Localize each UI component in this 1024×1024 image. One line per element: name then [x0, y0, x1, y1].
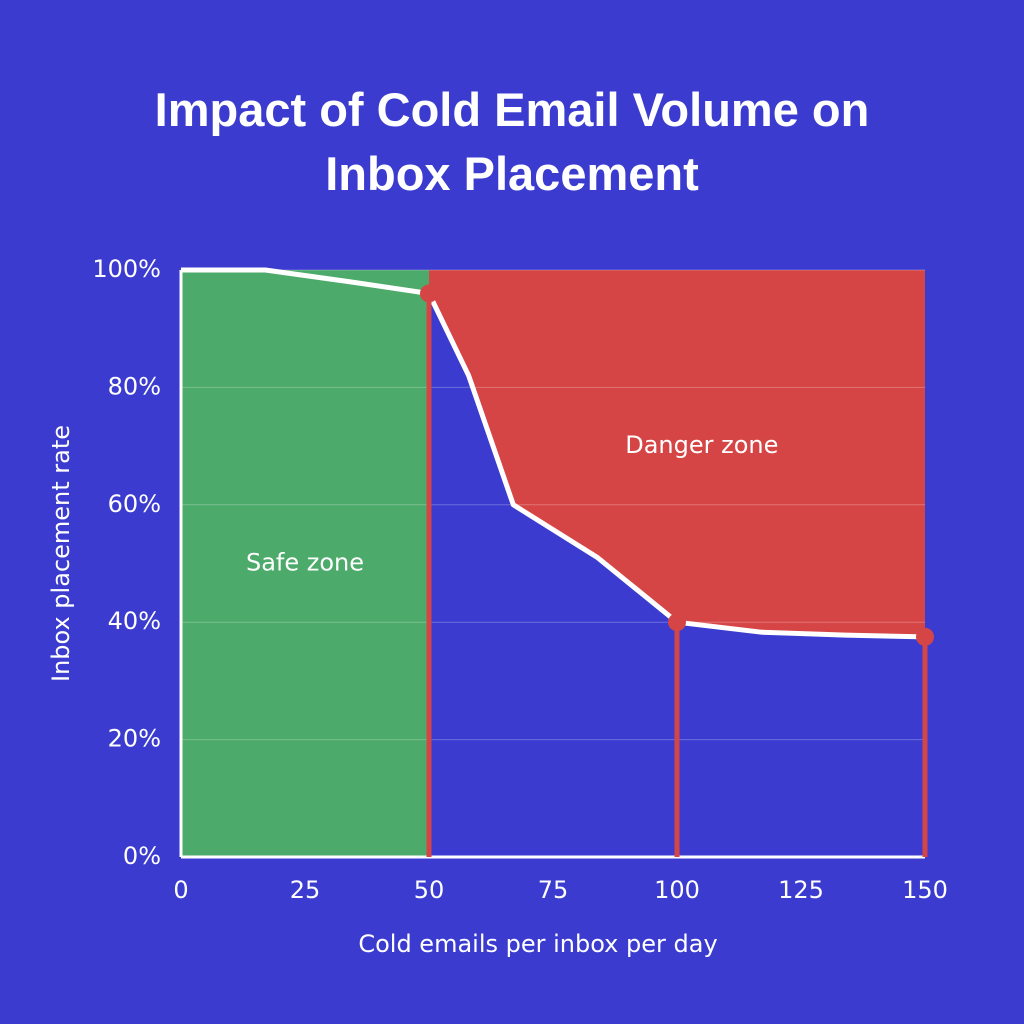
x-tick-label: 125 [778, 876, 824, 904]
marker [420, 284, 438, 303]
y-tick-label: 0% [123, 842, 161, 870]
y-tick-label: 100% [92, 255, 161, 283]
x-tick-label: 100 [654, 876, 700, 904]
y-tick-label: 20% [108, 725, 161, 753]
zone [181, 270, 429, 857]
x-tick-label: 150 [902, 876, 948, 904]
zone-label: Safe zone [246, 549, 364, 577]
zone-label: Danger zone [625, 431, 778, 459]
zone [429, 270, 925, 637]
y-tick-label: 60% [108, 490, 161, 518]
x-tick-label: 0 [173, 876, 188, 904]
y-tick-label: 80% [108, 372, 161, 400]
x-tick-label: 25 [290, 876, 321, 904]
x-axis-label: Cold emails per inbox per day [358, 930, 717, 958]
y-axis-label: Inbox placement rate [47, 425, 75, 682]
line [181, 267, 926, 640]
x-tick-label: 50 [414, 876, 445, 904]
chart-title: Impact of Cold Email Volume on Inbox Pla… [154, 83, 870, 200]
marker [916, 627, 934, 646]
marker [668, 613, 686, 632]
x-tick-label: 75 [538, 876, 569, 904]
y-tick-label: 40% [108, 607, 161, 635]
